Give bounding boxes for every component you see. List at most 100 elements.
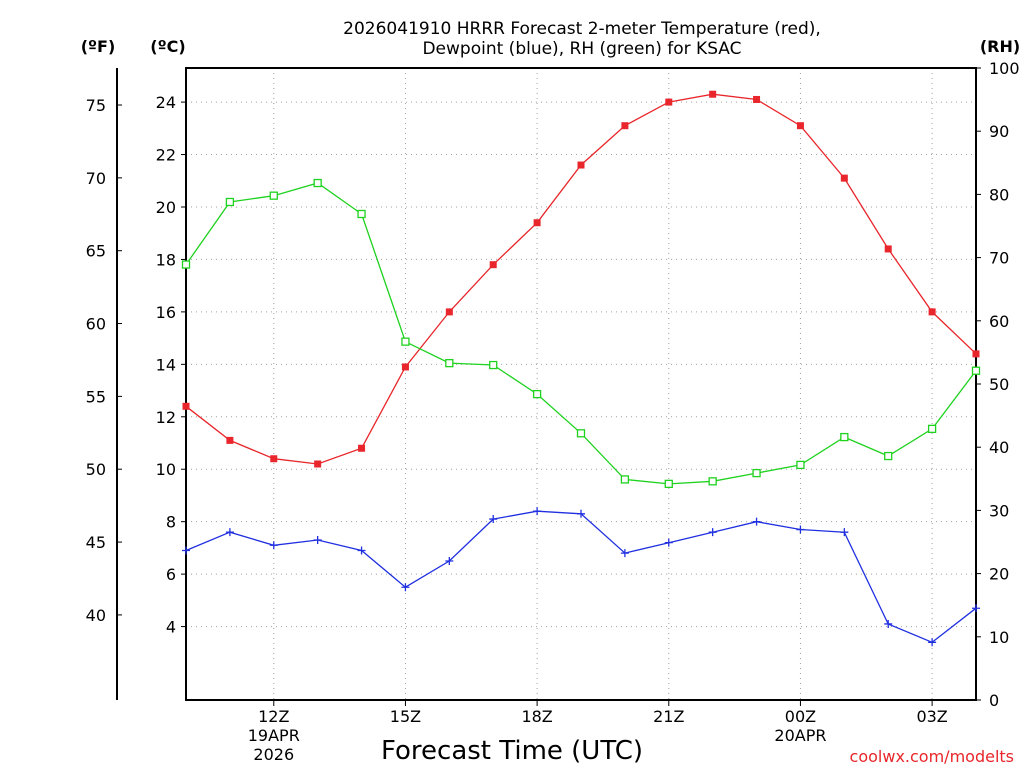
x-tick-year-label: 2026	[253, 745, 294, 764]
fahrenheit-unit-label: (ºF)	[81, 37, 116, 56]
dewpoint-point	[577, 509, 585, 518]
2-meter-temperature-point	[358, 444, 366, 452]
x-tick-label: 18Z	[521, 707, 552, 726]
dewpoint-point	[620, 549, 629, 558]
rh-tick-label: 60	[989, 312, 1009, 331]
fahrenheit-tick-label: 40	[86, 606, 106, 625]
rh-point	[445, 358, 454, 368]
fahrenheit-tick-label: 50	[86, 460, 106, 479]
2-meter-temperature-point	[445, 308, 453, 316]
grid-lines	[186, 68, 976, 700]
rh-tick-label: 20	[989, 565, 1009, 584]
rh-tick-label: 90	[989, 122, 1009, 141]
dewpoint-point	[357, 546, 366, 555]
rh-point	[401, 337, 410, 346]
rh-tick-label: 50	[989, 375, 1009, 394]
2-meter-temperature-point	[533, 219, 541, 227]
celsius-tick-label: 6	[166, 565, 176, 584]
celsius-unit-label: (ºC)	[150, 37, 185, 56]
dewpoint-point	[445, 557, 454, 566]
rh-tick-label: 10	[989, 628, 1009, 647]
credit-text: coolwx.com/modelts	[850, 747, 1014, 766]
dewpoint-point	[796, 525, 805, 534]
fahrenheit-tick-label: 55	[86, 387, 106, 406]
dewpoint-point	[182, 546, 190, 555]
x-tick-label: 03Z	[916, 707, 947, 726]
rh-point	[181, 260, 191, 269]
dewpoint-point	[313, 536, 322, 545]
fahrenheit-tick-label: 60	[86, 315, 106, 334]
celsius-tick-label: 18	[156, 250, 176, 269]
2-meter-temperature-point	[577, 161, 585, 169]
fahrenheit-tick-label: 75	[86, 96, 106, 115]
dewpoint-point	[489, 515, 498, 524]
rh-point	[664, 479, 673, 489]
rh-point	[269, 191, 278, 200]
rh-point	[752, 468, 761, 478]
celsius-tick-label: 22	[156, 146, 176, 165]
dewpoint-series	[182, 507, 980, 647]
celsius-tick-label: 14	[156, 355, 176, 374]
rh-unit-label: (RH)	[980, 37, 1020, 56]
dewpoint-point	[928, 638, 937, 647]
axes: 4 6 8 10 12 14 16 18 20 22 24 40 45 50 55 60 65 70 75 0 10 20…	[86, 59, 1020, 764]
fahrenheit-tick-label: 65	[86, 242, 106, 261]
dewpoint-point	[840, 528, 849, 537]
celsius-tick-label: 24	[156, 93, 176, 112]
series	[181, 90, 981, 647]
2-meter-temperature-point	[314, 460, 322, 468]
rh-point	[971, 366, 981, 375]
celsius-tick-label: 10	[156, 460, 176, 479]
rh-line	[185, 182, 977, 485]
dewpoint-point	[708, 528, 717, 537]
2-meter-temperature-point	[972, 350, 980, 358]
x-tick-label: 12Z	[258, 707, 289, 726]
2-meter-temperature-point	[796, 122, 804, 130]
2-meter-temperature-point	[840, 174, 848, 182]
fahrenheit-tick-label: 70	[86, 169, 106, 188]
rh-point	[708, 477, 717, 486]
dewpoint-point	[884, 619, 893, 628]
2-meter-temperature-point	[709, 90, 717, 98]
rh-tick-label: 30	[989, 501, 1009, 520]
rh-series	[181, 178, 981, 489]
2-meter-temperature-point	[489, 261, 497, 269]
2-meter-temperature-point	[270, 455, 278, 463]
rh-point	[576, 429, 586, 438]
2-meter-temperature-point	[226, 436, 234, 444]
celsius-tick-label: 8	[166, 513, 176, 532]
celsius-tick-label: 16	[156, 303, 176, 322]
dewpoint-point	[664, 538, 673, 547]
chart-title-line2: Dewpoint (blue), RH (green) for KSAC	[422, 39, 741, 59]
chart-title-line1: 2026041910 HRRR Forecast 2-meter Tempera…	[343, 19, 821, 39]
rh-point	[884, 451, 893, 461]
x-tick-date-label: 20APR	[774, 726, 826, 745]
rh-point	[840, 432, 849, 442]
fahrenheit-tick-label: 45	[86, 533, 106, 552]
2-meter-temperature-point	[401, 363, 409, 371]
rh-tick-label: 70	[989, 249, 1009, 268]
2-meter-temperature-point	[665, 98, 673, 106]
x-tick-date-label: 19APR	[248, 726, 300, 745]
rh-tick-label: 80	[989, 185, 1009, 204]
rh-point	[225, 197, 235, 207]
x-tick-label: 21Z	[653, 707, 684, 726]
rh-tick-label: 0	[989, 691, 999, 710]
2-meter-temperature-point	[621, 122, 629, 130]
rh-point	[620, 475, 630, 484]
dewpoint-line	[185, 510, 977, 644]
dewpoint-point	[401, 583, 410, 592]
2-meter-temperature-point	[182, 402, 190, 410]
dewpoint-point	[533, 507, 542, 516]
rh-point	[357, 209, 366, 219]
dewpoint-point	[972, 604, 980, 613]
celsius-tick-label: 20	[156, 198, 176, 217]
rh-point	[532, 389, 542, 399]
chart-title: 2026041910 HRRR Forecast 2-meter Tempera…	[343, 19, 821, 59]
dewpoint-point	[225, 528, 234, 537]
2-meter-temperature-series	[182, 90, 980, 468]
2-meter-temperature-point	[884, 245, 892, 253]
rh-point	[796, 460, 805, 470]
2-meter-temperature-line	[185, 93, 977, 465]
rh-point	[313, 178, 322, 188]
